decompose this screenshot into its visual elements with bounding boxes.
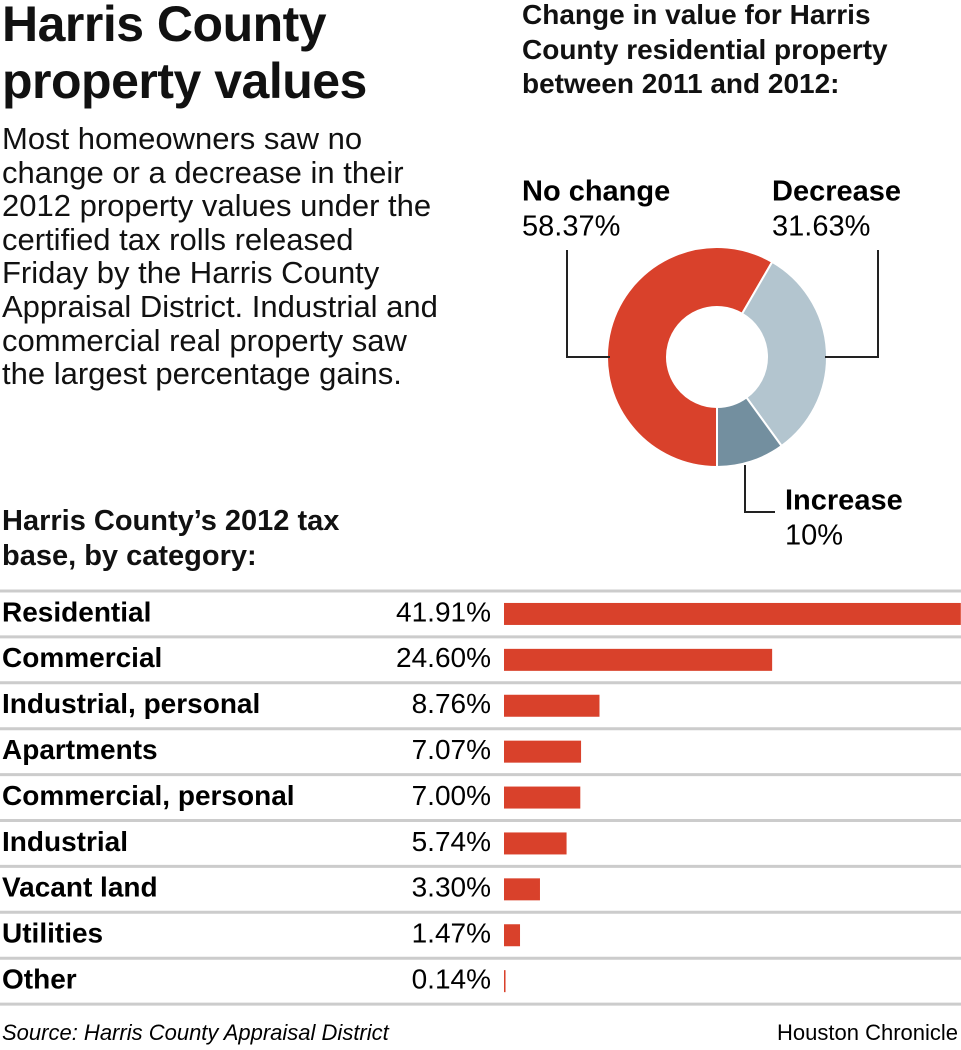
leader-line xyxy=(566,250,610,358)
category-label: Utilities xyxy=(2,918,103,949)
donut-slice xyxy=(740,260,828,448)
headline: Harris County property values xyxy=(2,0,367,109)
category-label: Commercial xyxy=(2,642,162,673)
bar xyxy=(504,878,540,901)
slice-value: 10% xyxy=(785,520,843,552)
category-label: Other xyxy=(2,964,77,995)
bar xyxy=(504,694,600,717)
bar xyxy=(504,924,521,947)
slice-value: 58.37% xyxy=(522,211,620,243)
value-label: 3.30% xyxy=(412,872,491,903)
value-label: 5.74% xyxy=(412,826,491,857)
value-label: 7.07% xyxy=(412,734,491,765)
category-label: Vacant land xyxy=(2,872,158,903)
slice-label: Decrease xyxy=(772,176,901,208)
bar xyxy=(504,970,506,993)
bar xyxy=(504,740,582,763)
bar xyxy=(504,832,567,855)
donut-slice xyxy=(606,246,774,469)
donut-slice xyxy=(716,396,784,469)
category-label: Industrial, personal xyxy=(2,688,260,719)
description: Most homeowners saw no change or a decre… xyxy=(2,121,438,392)
source: Source: Harris County Appraisal District xyxy=(2,1020,390,1045)
value-label: 0.14% xyxy=(412,964,491,995)
slice-label: No change xyxy=(522,176,670,208)
leader-line xyxy=(825,250,879,358)
category-label: Industrial xyxy=(2,826,128,857)
bar xyxy=(504,648,773,671)
value-label: 7.00% xyxy=(412,780,491,811)
value-label: 8.76% xyxy=(412,688,491,719)
value-label: 24.60% xyxy=(396,642,491,673)
bar-title: Harris County’s 2012 tax base, by catego… xyxy=(2,505,340,572)
bar xyxy=(504,602,961,625)
bar xyxy=(504,786,581,809)
leader-line xyxy=(744,465,775,513)
category-label: Apartments xyxy=(2,734,158,765)
value-label: 41.91% xyxy=(396,596,491,627)
slice-value: 31.63% xyxy=(772,211,870,243)
value-label: 1.47% xyxy=(412,918,491,949)
slice-label: Increase xyxy=(785,485,903,517)
category-label: Commercial, personal xyxy=(2,780,295,811)
donut-title: Change in value for Harris County reside… xyxy=(522,0,888,99)
category-label: Residential xyxy=(2,596,151,627)
credit: Houston Chronicle xyxy=(777,1020,958,1045)
